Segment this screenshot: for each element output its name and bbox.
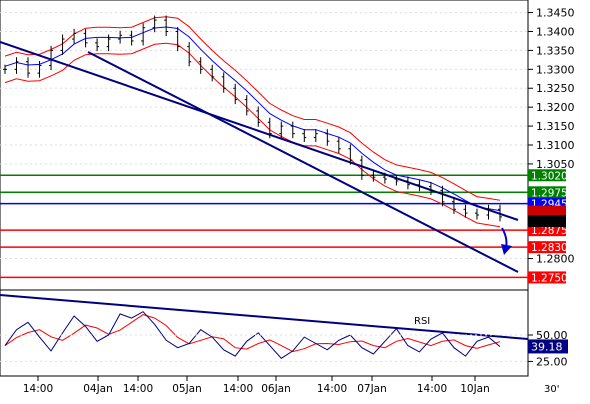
rsi-signal-line — [4, 314, 501, 353]
rsi-value-box — [528, 339, 568, 354]
time-axis: 14:00 04Jan 14:00 05Jan 14:00 06Jan 14:00 07Jan… — [23, 376, 490, 395]
rsi-tick-label: 25.00 — [536, 355, 568, 368]
hidden-level-box — [528, 205, 566, 218]
bollinger-bands — [4, 16, 501, 228]
time-tick-label: 14:00 — [417, 383, 447, 395]
price-tick-label: 1.3450 — [536, 7, 575, 20]
level-value-label: 1.3020 — [531, 170, 568, 182]
forecast-arrowhead — [501, 244, 512, 255]
level-value-label: 1.2875 — [531, 225, 568, 237]
price-axis: 1.3450 1.3400 1.3350 1.3300 1.3250 1.3200 1.31… — [528, 7, 575, 266]
channel-lower-line — [87, 51, 519, 273]
level-value-box — [528, 271, 566, 284]
rsi-value-label: 39.18 — [531, 340, 563, 353]
price-tick-label: 1.3250 — [536, 82, 575, 95]
time-tick-label: 10Jan — [460, 383, 490, 395]
moving-average — [4, 26, 501, 212]
level-value-box — [528, 186, 566, 199]
level-value-box — [528, 241, 566, 254]
price-tick-label: 1.3150 — [536, 120, 575, 133]
time-tick-label: 14:00 — [317, 383, 347, 395]
price-tick-label: 1.3100 — [536, 139, 575, 152]
price-tick-label: 1.3350 — [536, 44, 575, 57]
price-candles — [3, 15, 502, 222]
grid — [0, 12, 528, 260]
price-tick-label: 1.3400 — [536, 25, 575, 38]
rsi-line — [4, 311, 501, 359]
time-tick-label: 04Jan — [83, 383, 113, 395]
level-value-label: 1.2975 — [531, 187, 568, 199]
time-tick-label: 14:00 — [123, 383, 153, 395]
price-tick-label: 1.3200 — [536, 101, 575, 114]
time-tick-label: 07Jan — [357, 383, 387, 395]
price-tick-label: 1.3050 — [536, 158, 575, 171]
rsi-title: RSI — [414, 316, 430, 327]
price-tick-label: 1.3300 — [536, 63, 575, 76]
level-value-box — [528, 224, 566, 237]
time-tick-label: 14:00 — [223, 383, 253, 395]
level-value-label: 1.2750 — [531, 272, 568, 284]
last-price-box — [528, 215, 566, 228]
rsi-indicator — [0, 294, 529, 359]
level-value-label: 1.2830 — [531, 242, 568, 254]
lower-band — [4, 42, 501, 228]
price-tick-label: 1.2800 — [536, 253, 575, 266]
time-interval-label: 30' — [544, 384, 559, 395]
time-tick-label: 05Jan — [172, 383, 202, 395]
time-tick-label: 14:00 — [23, 383, 53, 395]
level-value-box — [528, 169, 566, 182]
upper-band — [4, 16, 501, 201]
rsi-axis: 50.00 25.00 39.18 — [0, 329, 568, 368]
time-tick-label: 06Jan — [261, 383, 291, 395]
rsi-trendline — [0, 294, 529, 340]
rsi-tick-label: 50.00 — [536, 329, 568, 342]
